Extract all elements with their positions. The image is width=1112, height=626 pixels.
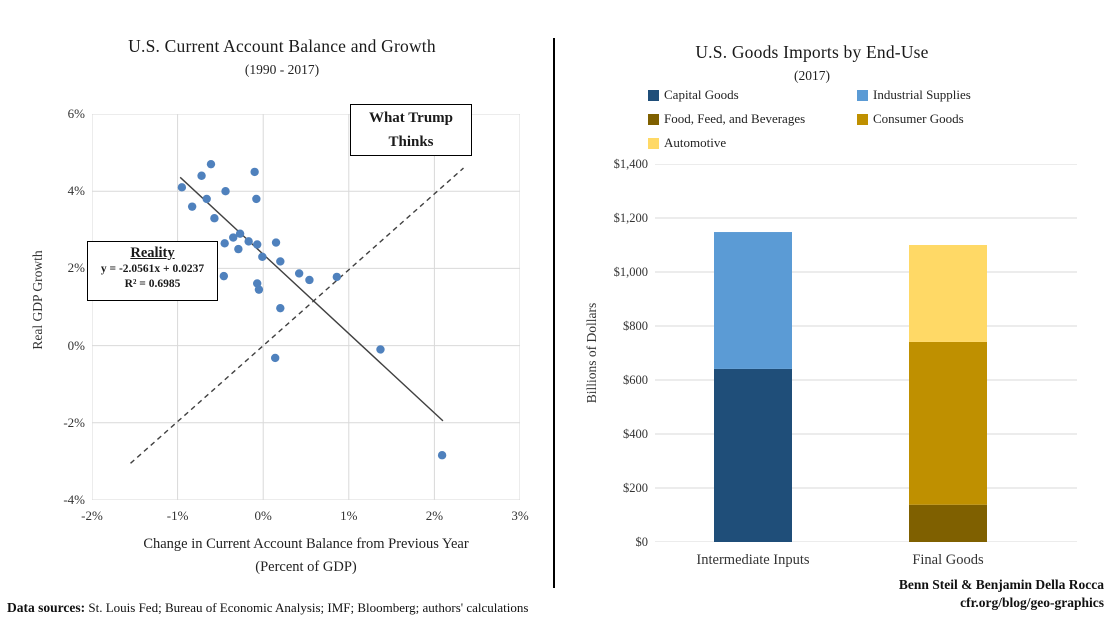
bar-category-label-final-goods: Final Goods bbox=[912, 552, 984, 568]
scatter-chart-subtitle: (1990 - 2017) bbox=[244, 62, 320, 77]
bar-segment-automotive bbox=[909, 245, 987, 342]
legend-swatch-industrial-supplies bbox=[857, 89, 868, 101]
scatter-y-tick-label: 6% bbox=[67, 106, 85, 121]
reality-annotation-title: Reality bbox=[130, 245, 175, 261]
legend-label-food-feed-beverages: Food, Feed, and Beverages bbox=[664, 111, 806, 126]
scatter-point bbox=[202, 194, 211, 204]
scatter-point bbox=[376, 345, 385, 354]
data-sources-label: Data sources: bbox=[7, 600, 86, 615]
scatter-point bbox=[271, 238, 281, 247]
bar-category-label-intermediate-inputs: Intermediate Inputs bbox=[696, 552, 810, 568]
scatter-y-tick-label: 0% bbox=[67, 337, 85, 353]
bar-y-tick-label: $800 bbox=[623, 319, 648, 333]
bar-y-tick-label: $1,400 bbox=[613, 157, 648, 171]
bar-plot-svg bbox=[655, 164, 1077, 542]
scatter-point bbox=[254, 285, 264, 294]
what-trump-thinks-dashed-line bbox=[130, 167, 464, 464]
legend-item-food-feed-beverages: Food, Feed, and Beverages bbox=[648, 111, 857, 127]
scatter-x-axis-title-line2: (Percent of GDP) bbox=[255, 559, 357, 575]
legend-swatch-capital-goods bbox=[648, 89, 659, 101]
scatter-point bbox=[177, 183, 187, 192]
scatter-point bbox=[437, 451, 447, 460]
what-trump-thinks-annotation: What Trump Thinks bbox=[350, 104, 472, 156]
scatter-point bbox=[258, 252, 267, 262]
legend-label-automotive: Automotive bbox=[664, 135, 727, 150]
author-credit: Benn Steil & Benjamin Della Rocca cfr.or… bbox=[700, 576, 1104, 612]
scatter-point bbox=[187, 202, 197, 211]
bar-y-tick-label: $600 bbox=[623, 373, 648, 387]
scatter-y-tick-label: -4% bbox=[63, 492, 85, 507]
scatter-point bbox=[229, 233, 238, 242]
scatter-x-tick-label: 0% bbox=[254, 508, 272, 523]
scatter-point bbox=[197, 171, 206, 180]
bar-chart-title: U.S. Goods Imports by End-Use bbox=[695, 42, 929, 62]
bar-y-tick-label: $400 bbox=[623, 427, 648, 441]
scatter-point bbox=[219, 271, 229, 281]
legend-swatch-automotive bbox=[648, 137, 659, 149]
scatter-chart-title: U.S. Current Account Balance and Growth bbox=[128, 36, 436, 56]
scatter-x-tick-label: 1% bbox=[340, 508, 358, 523]
scatter-y-tick-label: 4% bbox=[67, 183, 85, 199]
author-credit-names: Benn Steil & Benjamin Della Rocca bbox=[898, 577, 1104, 592]
legend-swatch-food-feed-beverages bbox=[648, 113, 659, 125]
author-credit-url: cfr.org/blog/geo-graphics bbox=[960, 595, 1104, 610]
scatter-point bbox=[210, 214, 219, 223]
reality-regression-line bbox=[179, 176, 444, 422]
scatter-y-tick-label: -2% bbox=[63, 414, 85, 430]
scatter-point bbox=[305, 275, 314, 285]
bar-segment-food-feed-and-beverages bbox=[909, 504, 987, 542]
scatter-point bbox=[221, 187, 230, 196]
scatter-point bbox=[220, 239, 229, 248]
reality-annotation-equation: y = -2.0561x + 0.0237 bbox=[100, 263, 205, 275]
scatter-x-tick-label: -2% bbox=[81, 508, 103, 523]
reality-annotation: Reality y = -2.0561x + 0.0237 R² = 0.698… bbox=[87, 241, 218, 301]
scatter-point bbox=[332, 272, 342, 282]
scatter-y-tick-label: 2% bbox=[67, 260, 85, 276]
legend-item-capital-goods: Capital Goods bbox=[648, 87, 857, 103]
legend-label-consumer-goods: Consumer Goods bbox=[873, 111, 964, 126]
scatter-point bbox=[270, 353, 280, 363]
bar-y-tick-label: $0 bbox=[635, 535, 649, 549]
bar-segment-consumer-goods bbox=[909, 341, 987, 505]
scatter-x-axis-title: Change in Current Account Balance from P… bbox=[92, 533, 520, 579]
bar-segment-capital-goods bbox=[714, 368, 792, 542]
bar-y-tick-label: $1,000 bbox=[613, 265, 648, 279]
reality-annotation-r-squared: R² = 0.6985 bbox=[124, 278, 181, 290]
scatter-point bbox=[253, 240, 262, 249]
scatter-point bbox=[252, 194, 261, 204]
scatter-point bbox=[234, 244, 243, 254]
scatter-point bbox=[206, 159, 216, 169]
scatter-point bbox=[294, 269, 304, 278]
scatter-point bbox=[276, 303, 285, 313]
scatter-point bbox=[244, 237, 253, 246]
scatter-x-tick-label: 3% bbox=[511, 508, 529, 523]
legend-label-capital-goods: Capital Goods bbox=[664, 87, 739, 102]
scatter-plot-svg bbox=[92, 114, 520, 500]
bar-chart-legend: Capital Goods Industrial Supplies Food, … bbox=[648, 83, 971, 155]
scatter-x-axis-title-line1: Change in Current Account Balance from P… bbox=[143, 536, 469, 552]
data-sources-text: St. Louis Fed; Bureau of Economic Analys… bbox=[85, 600, 529, 615]
legend-swatch-consumer-goods bbox=[857, 113, 868, 125]
chart-divider-line bbox=[553, 38, 555, 588]
scatter-point bbox=[235, 229, 245, 238]
bar-y-tick-label: $1,200 bbox=[613, 211, 648, 225]
scatter-point bbox=[276, 257, 285, 266]
legend-item-consumer-goods: Consumer Goods bbox=[857, 111, 971, 127]
scatter-point bbox=[250, 167, 259, 177]
scatter-x-tick-label: -1% bbox=[166, 508, 189, 523]
data-sources-footer: Data sources: St. Louis Fed; Bureau of E… bbox=[7, 600, 528, 616]
scatter-x-tick-label: 2% bbox=[425, 508, 444, 523]
legend-label-industrial-supplies: Industrial Supplies bbox=[873, 87, 971, 102]
bar-segment-industrial-supplies bbox=[714, 232, 792, 369]
legend-item-industrial-supplies: Industrial Supplies bbox=[857, 87, 971, 103]
bar-chart-subtitle: (2017) bbox=[794, 68, 830, 83]
legend-item-automotive: Automotive bbox=[648, 135, 857, 151]
bar-y-tick-label: $200 bbox=[623, 481, 648, 495]
